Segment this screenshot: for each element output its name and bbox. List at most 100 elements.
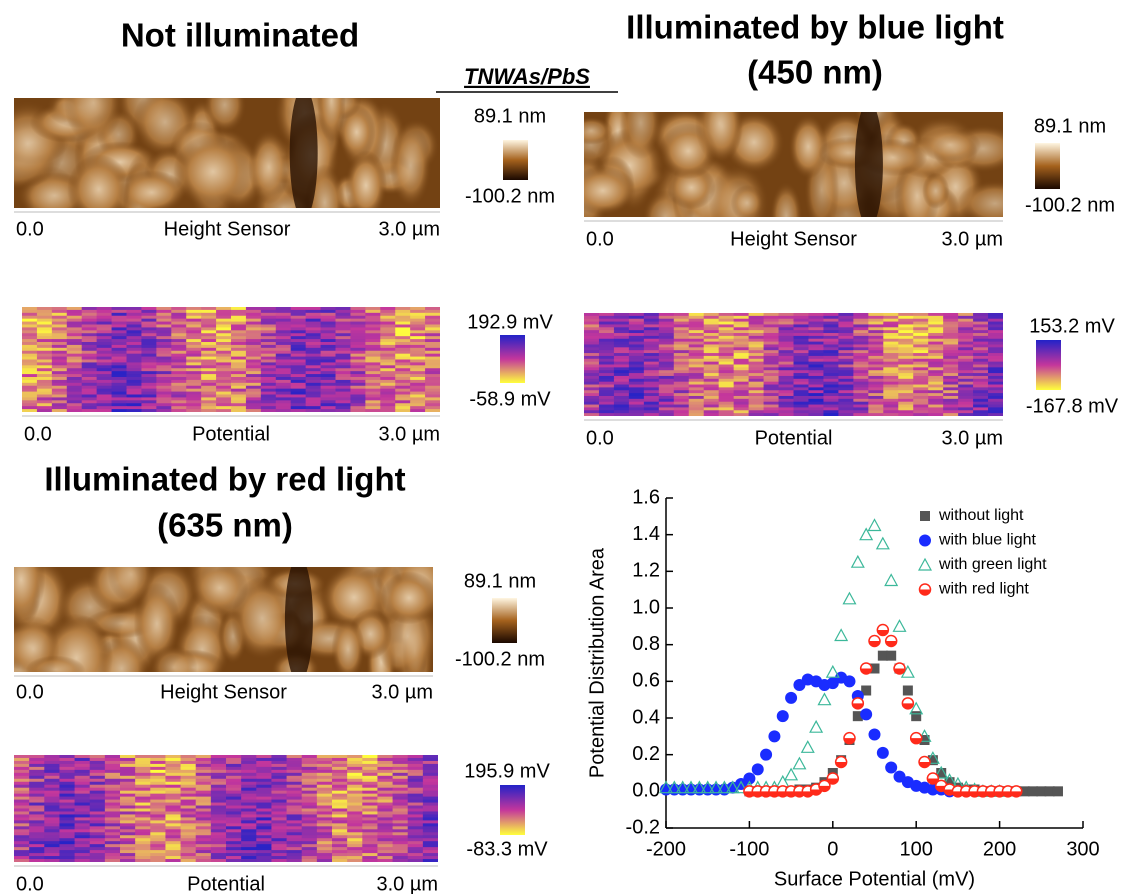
texture — [317, 764, 333, 767]
texture — [719, 347, 734, 350]
texture — [90, 832, 106, 835]
texture — [246, 307, 261, 310]
texture — [291, 406, 306, 409]
texture — [196, 847, 212, 850]
texture — [898, 376, 913, 379]
texture — [317, 811, 333, 814]
texture — [749, 373, 764, 376]
texture — [181, 823, 197, 826]
texture — [186, 371, 201, 374]
texture — [423, 832, 439, 835]
texture — [90, 758, 106, 761]
texture — [14, 853, 30, 856]
texture — [332, 823, 348, 826]
texture — [764, 353, 779, 356]
texture — [321, 327, 336, 330]
texture — [350, 362, 365, 365]
texture — [141, 368, 156, 371]
texture — [689, 382, 704, 385]
texture — [156, 397, 171, 400]
texture — [659, 356, 674, 359]
texture — [22, 339, 37, 342]
texture — [794, 379, 809, 382]
texture — [659, 402, 674, 405]
texture — [425, 406, 440, 409]
texture — [689, 356, 704, 359]
texture — [181, 776, 197, 779]
texture — [365, 357, 380, 360]
texture — [216, 365, 231, 368]
texture — [423, 803, 439, 806]
texture — [306, 336, 321, 339]
texture — [120, 859, 136, 862]
texture — [883, 407, 898, 410]
texture — [67, 351, 82, 354]
texture — [393, 850, 409, 853]
texture — [584, 319, 599, 322]
texture — [231, 360, 246, 363]
texture — [97, 368, 112, 371]
texture — [216, 325, 231, 328]
texture — [291, 368, 306, 371]
texture — [659, 393, 674, 396]
texture — [59, 826, 75, 829]
texture — [958, 405, 973, 408]
texture — [226, 814, 242, 817]
texture — [105, 853, 121, 856]
texture — [156, 333, 171, 336]
texture — [408, 764, 424, 767]
texture — [196, 841, 212, 844]
texture — [913, 347, 928, 350]
texture — [408, 797, 424, 800]
texture — [165, 823, 181, 826]
texture — [29, 785, 45, 788]
point — [844, 733, 855, 744]
texture — [347, 764, 363, 767]
texture — [211, 764, 227, 767]
texture — [317, 773, 333, 776]
x-tick-label: 100 — [900, 838, 933, 860]
texture — [150, 853, 166, 856]
texture — [291, 348, 306, 351]
texture — [973, 356, 988, 359]
texture — [584, 336, 599, 339]
texture — [584, 359, 599, 362]
texture — [156, 403, 171, 406]
texture — [302, 826, 318, 829]
texture — [350, 327, 365, 330]
texture — [82, 392, 97, 395]
texture — [614, 333, 629, 336]
texture — [276, 371, 291, 374]
texture — [644, 405, 659, 408]
texture — [332, 814, 348, 817]
texture — [584, 324, 599, 327]
texture — [97, 360, 112, 363]
texture — [347, 809, 363, 812]
texture — [75, 841, 91, 844]
texture — [82, 342, 97, 345]
texture — [67, 342, 82, 345]
texture — [336, 374, 351, 377]
texture — [395, 365, 410, 368]
texture — [928, 362, 943, 365]
texture — [241, 859, 257, 862]
texture — [719, 359, 734, 362]
texture — [37, 380, 52, 383]
texture — [231, 333, 246, 336]
texture — [332, 791, 348, 794]
texture — [764, 356, 779, 359]
texture — [120, 794, 136, 797]
texture — [838, 339, 853, 342]
texture — [201, 371, 216, 374]
texture — [734, 387, 749, 390]
texture — [59, 814, 75, 817]
texture — [779, 387, 794, 390]
texture — [674, 344, 689, 347]
texture — [37, 319, 52, 322]
texture — [629, 410, 644, 413]
texture — [271, 820, 287, 823]
texture — [201, 336, 216, 339]
texture — [29, 758, 45, 761]
texture — [317, 788, 333, 791]
texture — [105, 806, 121, 809]
